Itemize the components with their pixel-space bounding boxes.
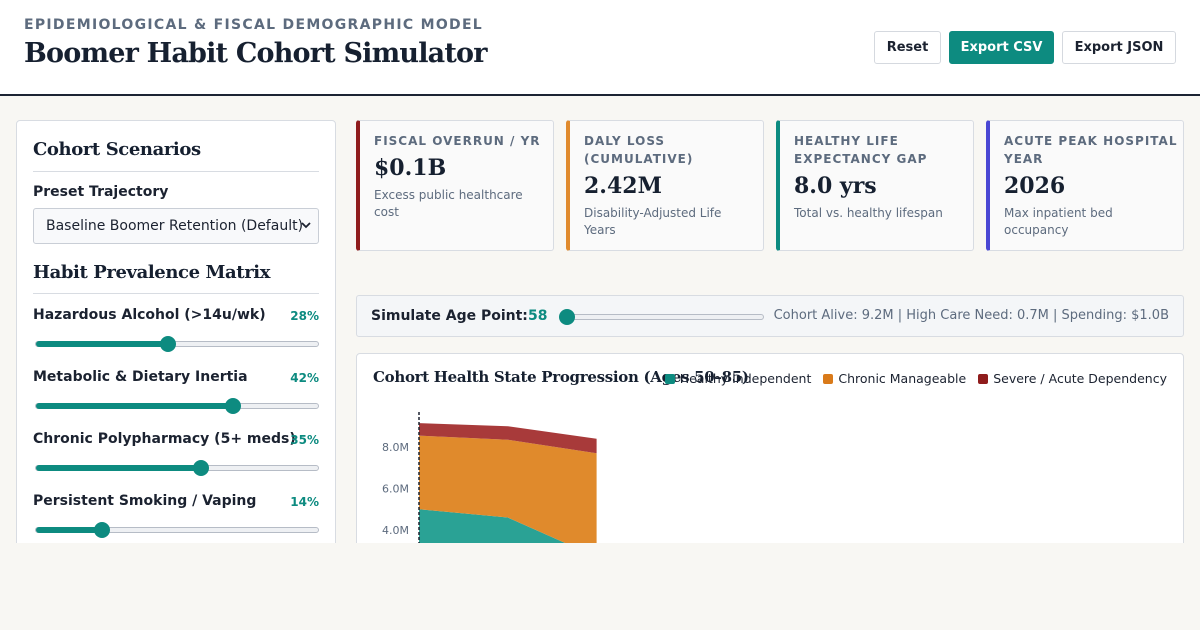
divider xyxy=(33,171,319,172)
habit-slider[interactable] xyxy=(35,460,319,476)
habit-percent: 35% xyxy=(290,433,319,447)
healthy-area xyxy=(419,509,586,552)
legend-swatch xyxy=(978,373,989,384)
preset-trajectory-select[interactable]: Baseline Boomer Retention (Default) xyxy=(33,208,319,244)
legend-swatch xyxy=(823,373,834,384)
preset-trajectory-value: Baseline Boomer Retention (Default) xyxy=(46,218,304,234)
habit-percent: 28% xyxy=(290,309,319,323)
cohort-scenarios-heading: Cohort Scenarios xyxy=(33,139,201,160)
habit-label: Chronic Polypharmacy (5+ meds) xyxy=(33,431,296,447)
slider-thumb[interactable] xyxy=(93,522,110,538)
card-value: $0.1B xyxy=(374,155,447,181)
scenario-sidebar: Cohort Scenarios Preset Trajectory Basel… xyxy=(16,120,336,560)
legend-label: Severe / Acute Dependency xyxy=(993,371,1167,386)
card-value: 8.0 yrs xyxy=(794,173,877,199)
slider-fill xyxy=(36,341,168,347)
slider-thumb[interactable] xyxy=(559,309,575,325)
card-label: DALY LOSS (CUMULATIVE) xyxy=(584,134,694,166)
slider-thumb[interactable] xyxy=(159,336,176,352)
slider-fill xyxy=(36,403,234,409)
chevron-down-icon xyxy=(301,222,311,229)
life-expectancy-gap-card: HEALTHY LIFE EXPECTANCY GAP 8.0 yrs Tota… xyxy=(776,120,974,251)
chart-legend: Healthy Independent Chronic Manageable S… xyxy=(664,371,1167,386)
chart-title: Cohort Health State Progression (Ages 50… xyxy=(373,368,749,386)
peak-hospital-year-card: ACUTE PEAK HOSPITAL YEAR 2026 Max inpati… xyxy=(986,120,1184,251)
legend-item-chronic: Chronic Manageable xyxy=(823,371,966,386)
chronic-area xyxy=(419,435,597,552)
card-subtitle: Max inpatient bed occupancy xyxy=(1004,206,1113,237)
health-state-area-chart: 8.0M 6.0M 4.0M xyxy=(382,412,597,552)
habit-percent: 14% xyxy=(290,495,319,509)
legend-label: Chronic Manageable xyxy=(838,371,967,386)
y-tick-label: 8.0M xyxy=(382,441,409,454)
page-title: Boomer Habit Cohort Simulator xyxy=(24,38,487,69)
cohort-stats-readout: Cohort Alive: 9.2M | High Care Need: 0.7… xyxy=(773,308,1169,323)
card-value: 2026 xyxy=(1004,173,1066,199)
card-value: 2.42M xyxy=(584,173,662,199)
card-subtitle: Total vs. healthy lifespan xyxy=(794,206,943,220)
severe-area xyxy=(419,423,597,454)
slider-fill xyxy=(36,465,201,471)
legend-item-healthy: Healthy Independent xyxy=(664,371,812,386)
age-point-label: Simulate Age Point: xyxy=(371,308,528,324)
habit-percent: 42% xyxy=(290,371,319,385)
age-point-value: 58 xyxy=(528,308,548,324)
preset-trajectory-label: Preset Trajectory xyxy=(33,184,169,200)
slider-thumb[interactable] xyxy=(192,460,209,476)
y-tick-label: 6.0M xyxy=(382,483,409,496)
export-json-button[interactable]: Export JSON xyxy=(1062,31,1176,64)
habit-label: Hazardous Alcohol (>14u/wk) xyxy=(33,307,266,323)
app-eyebrow: EPIDEMIOLOGICAL & FISCAL DEMOGRAPHIC MOD… xyxy=(24,17,484,33)
legend-item-severe: Severe / Acute Dependency xyxy=(978,371,1167,386)
slider-fill xyxy=(36,527,102,533)
habit-label: Persistent Smoking / Vaping xyxy=(33,493,257,509)
habit-label: Metabolic & Dietary Inertia xyxy=(33,369,248,385)
app-header: EPIDEMIOLOGICAL & FISCAL DEMOGRAPHIC MOD… xyxy=(0,0,1200,96)
health-state-chart-panel: 8.0M 6.0M 4.0M Cohort Health State Progres… xyxy=(356,353,1184,553)
habit-slider[interactable] xyxy=(35,398,319,414)
divider xyxy=(33,293,319,294)
viewport-cutoff xyxy=(0,543,1200,630)
y-tick-label: 4.0M xyxy=(382,524,409,537)
habit-slider[interactable] xyxy=(35,336,319,352)
age-point-slider[interactable] xyxy=(559,309,764,325)
habit-slider[interactable] xyxy=(35,522,319,538)
card-subtitle: Excess public healthcare cost xyxy=(374,188,523,219)
card-label: HEALTHY LIFE EXPECTANCY GAP xyxy=(794,134,928,166)
legend-swatch xyxy=(664,373,675,384)
age-simulator-bar: Simulate Age Point: 58 Cohort Alive: 9.2… xyxy=(356,295,1184,337)
daly-loss-card: DALY LOSS (CUMULATIVE) 2.42M Disability-… xyxy=(566,120,764,251)
card-label: FISCAL OVERRUN / YR xyxy=(374,134,541,148)
export-csv-button[interactable]: Export CSV xyxy=(949,31,1054,64)
fiscal-overrun-card: FISCAL OVERRUN / YR $0.1B Excess public … xyxy=(356,120,554,251)
card-label: ACUTE PEAK HOSPITAL YEAR xyxy=(1004,134,1178,166)
habit-matrix-heading: Habit Prevalence Matrix xyxy=(33,262,271,283)
slider-thumb[interactable] xyxy=(225,398,242,414)
card-subtitle: Disability-Adjusted Life Years xyxy=(584,206,722,237)
legend-label: Healthy Independent xyxy=(679,371,812,386)
reset-button[interactable]: Reset xyxy=(874,31,941,64)
